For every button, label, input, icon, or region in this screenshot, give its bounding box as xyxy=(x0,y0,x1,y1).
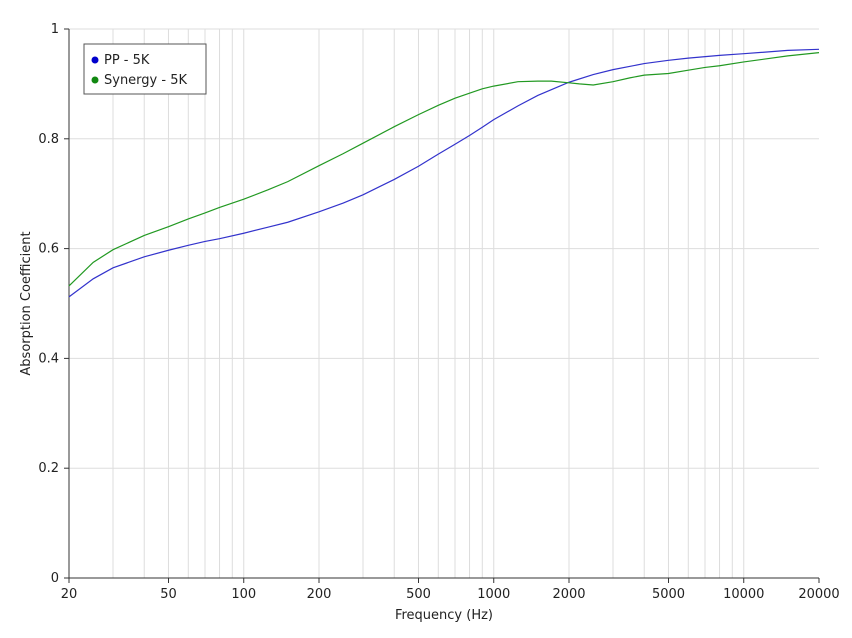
x-tick-label: 20000 xyxy=(798,587,839,602)
x-tick-label: 100 xyxy=(231,587,256,602)
legend-label-2: Synergy - 5K xyxy=(104,73,187,88)
x-tick-label: 10000 xyxy=(723,587,764,602)
legend: PP - 5K Synergy - 5K xyxy=(83,43,207,95)
x-axis-title: Frequency (Hz) xyxy=(395,608,493,623)
y-tick-label: 1 xyxy=(51,22,59,37)
y-axis-title: Absorption Coefficient xyxy=(19,231,34,375)
plot-area xyxy=(69,29,819,578)
x-tick-label: 1000 xyxy=(477,587,510,602)
x-tick-label: 20 xyxy=(61,587,78,602)
legend-box xyxy=(83,43,207,95)
x-tick-labels: 20 50 100 200 500 1000 2000 5000 10000 20000 xyxy=(61,578,840,602)
legend-marker-1 xyxy=(91,56,99,64)
axes xyxy=(68,29,819,579)
x-tick-label: 200 xyxy=(307,587,332,602)
y-tick-label: 0.4 xyxy=(38,351,59,366)
x-tick-label: 5000 xyxy=(652,587,685,602)
x-tick-label: 50 xyxy=(160,587,177,602)
y-tick-label: 0.2 xyxy=(38,461,59,476)
y-tick-label: 0.8 xyxy=(38,132,59,147)
series-line-1 xyxy=(68,48,820,298)
y-tick-label: 0.6 xyxy=(38,242,59,257)
legend-marker-2 xyxy=(91,76,99,84)
legend-label-1: PP - 5K xyxy=(104,53,150,68)
series-group xyxy=(68,48,820,298)
x-tick-label: 2000 xyxy=(552,587,585,602)
y-tick-label: 0 xyxy=(51,571,59,586)
series-line-2 xyxy=(68,52,820,287)
x-tick-label: 500 xyxy=(406,587,431,602)
y-tick-labels: 0 0.2 0.4 0.6 0.8 1 xyxy=(38,22,69,586)
grid xyxy=(69,28,819,578)
